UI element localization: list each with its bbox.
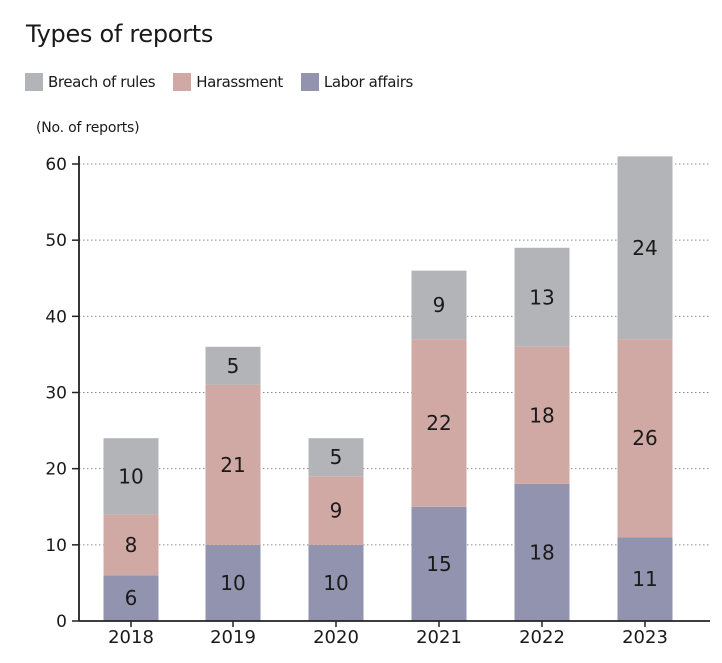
legend-label-harassment: Harassment bbox=[196, 73, 283, 91]
legend-item-harassment: Harassment bbox=[173, 73, 283, 91]
legend-swatch-breach bbox=[25, 73, 43, 91]
chart-title: Types of reports bbox=[26, 20, 214, 48]
bar-labor-affairs-2018 bbox=[103, 575, 159, 621]
y-axis-unit-label: (No. of reports) bbox=[36, 120, 140, 136]
data-label-breach-of-rules-2019: 5 bbox=[227, 354, 240, 378]
data-label-harassment-2019: 21 bbox=[220, 453, 245, 477]
legend-label-breach: Breach of rules bbox=[48, 73, 156, 91]
y-tick-label-30: 30 bbox=[45, 384, 67, 404]
bar-harassment-2018 bbox=[103, 514, 159, 576]
legend-swatch-harassment bbox=[173, 73, 192, 91]
data-label-labor-affairs-2019: 10 bbox=[220, 571, 245, 595]
data-label-labor-affairs-2018: 6 bbox=[125, 586, 138, 610]
y-tick-label-40: 40 bbox=[45, 307, 67, 327]
data-label-harassment-2020: 9 bbox=[330, 499, 343, 523]
legend-item-breach: Breach of rules bbox=[25, 73, 156, 91]
data-label-harassment-2023: 26 bbox=[632, 426, 657, 450]
x-tick-label-2020: 2020 bbox=[313, 627, 359, 648]
bar-breach-of-rules-2022 bbox=[514, 247, 570, 347]
bar-harassment-2021 bbox=[411, 339, 467, 507]
bar-harassment-2022 bbox=[514, 346, 570, 484]
bar-labor-affairs-2020 bbox=[308, 544, 364, 621]
bar-breach-of-rules-2018 bbox=[103, 438, 159, 515]
bar-breach-of-rules-2021 bbox=[411, 270, 467, 340]
bar-breach-of-rules-2023 bbox=[617, 156, 673, 340]
x-tick-label-2021: 2021 bbox=[416, 627, 462, 648]
y-tick-label-10: 10 bbox=[45, 536, 67, 556]
data-label-breach-of-rules-2023: 24 bbox=[632, 236, 657, 260]
bar-harassment-2023 bbox=[617, 339, 673, 538]
data-label-labor-affairs-2020: 10 bbox=[323, 571, 348, 595]
data-label-breach-of-rules-2021: 9 bbox=[433, 293, 446, 317]
data-label-labor-affairs-2022: 18 bbox=[529, 540, 554, 564]
x-tick-label-2018: 2018 bbox=[108, 627, 154, 648]
legend-swatch-labor bbox=[300, 73, 319, 91]
bar-harassment-2020 bbox=[308, 476, 364, 545]
data-label-breach-of-rules-2022: 13 bbox=[529, 285, 554, 309]
data-label-breach-of-rules-2020: 5 bbox=[330, 445, 343, 469]
x-tick-label-2023: 2023 bbox=[622, 627, 668, 648]
x-tick-label-2022: 2022 bbox=[519, 627, 565, 648]
bar-labor-affairs-2021 bbox=[411, 506, 467, 621]
bar-breach-of-rules-2019 bbox=[205, 346, 261, 385]
bar-labor-affairs-2022 bbox=[514, 483, 570, 621]
y-tick-label-20: 20 bbox=[45, 460, 67, 480]
x-tick-label-2019: 2019 bbox=[210, 627, 256, 648]
data-label-harassment-2022: 18 bbox=[529, 403, 554, 427]
bar-breach-of-rules-2020 bbox=[308, 438, 364, 477]
y-tick-label-50: 50 bbox=[45, 231, 67, 251]
data-label-labor-affairs-2023: 11 bbox=[632, 567, 657, 591]
data-label-harassment-2018: 8 bbox=[125, 533, 138, 557]
bar-harassment-2019 bbox=[205, 384, 261, 545]
y-tick-label-0: 0 bbox=[56, 612, 67, 632]
legend-item-labor: Labor affairs bbox=[300, 73, 413, 91]
legend-label-labor: Labor affairs bbox=[323, 73, 413, 91]
bar-labor-affairs-2023 bbox=[617, 537, 673, 621]
data-label-harassment-2021: 22 bbox=[426, 411, 451, 435]
data-label-labor-affairs-2021: 15 bbox=[426, 552, 451, 576]
legend: Breach of rules Harassment Labor affairs bbox=[25, 73, 431, 91]
data-label-breach-of-rules-2018: 10 bbox=[118, 464, 143, 488]
y-tick-label-60: 60 bbox=[45, 155, 67, 175]
bar-labor-affairs-2019 bbox=[205, 544, 261, 621]
